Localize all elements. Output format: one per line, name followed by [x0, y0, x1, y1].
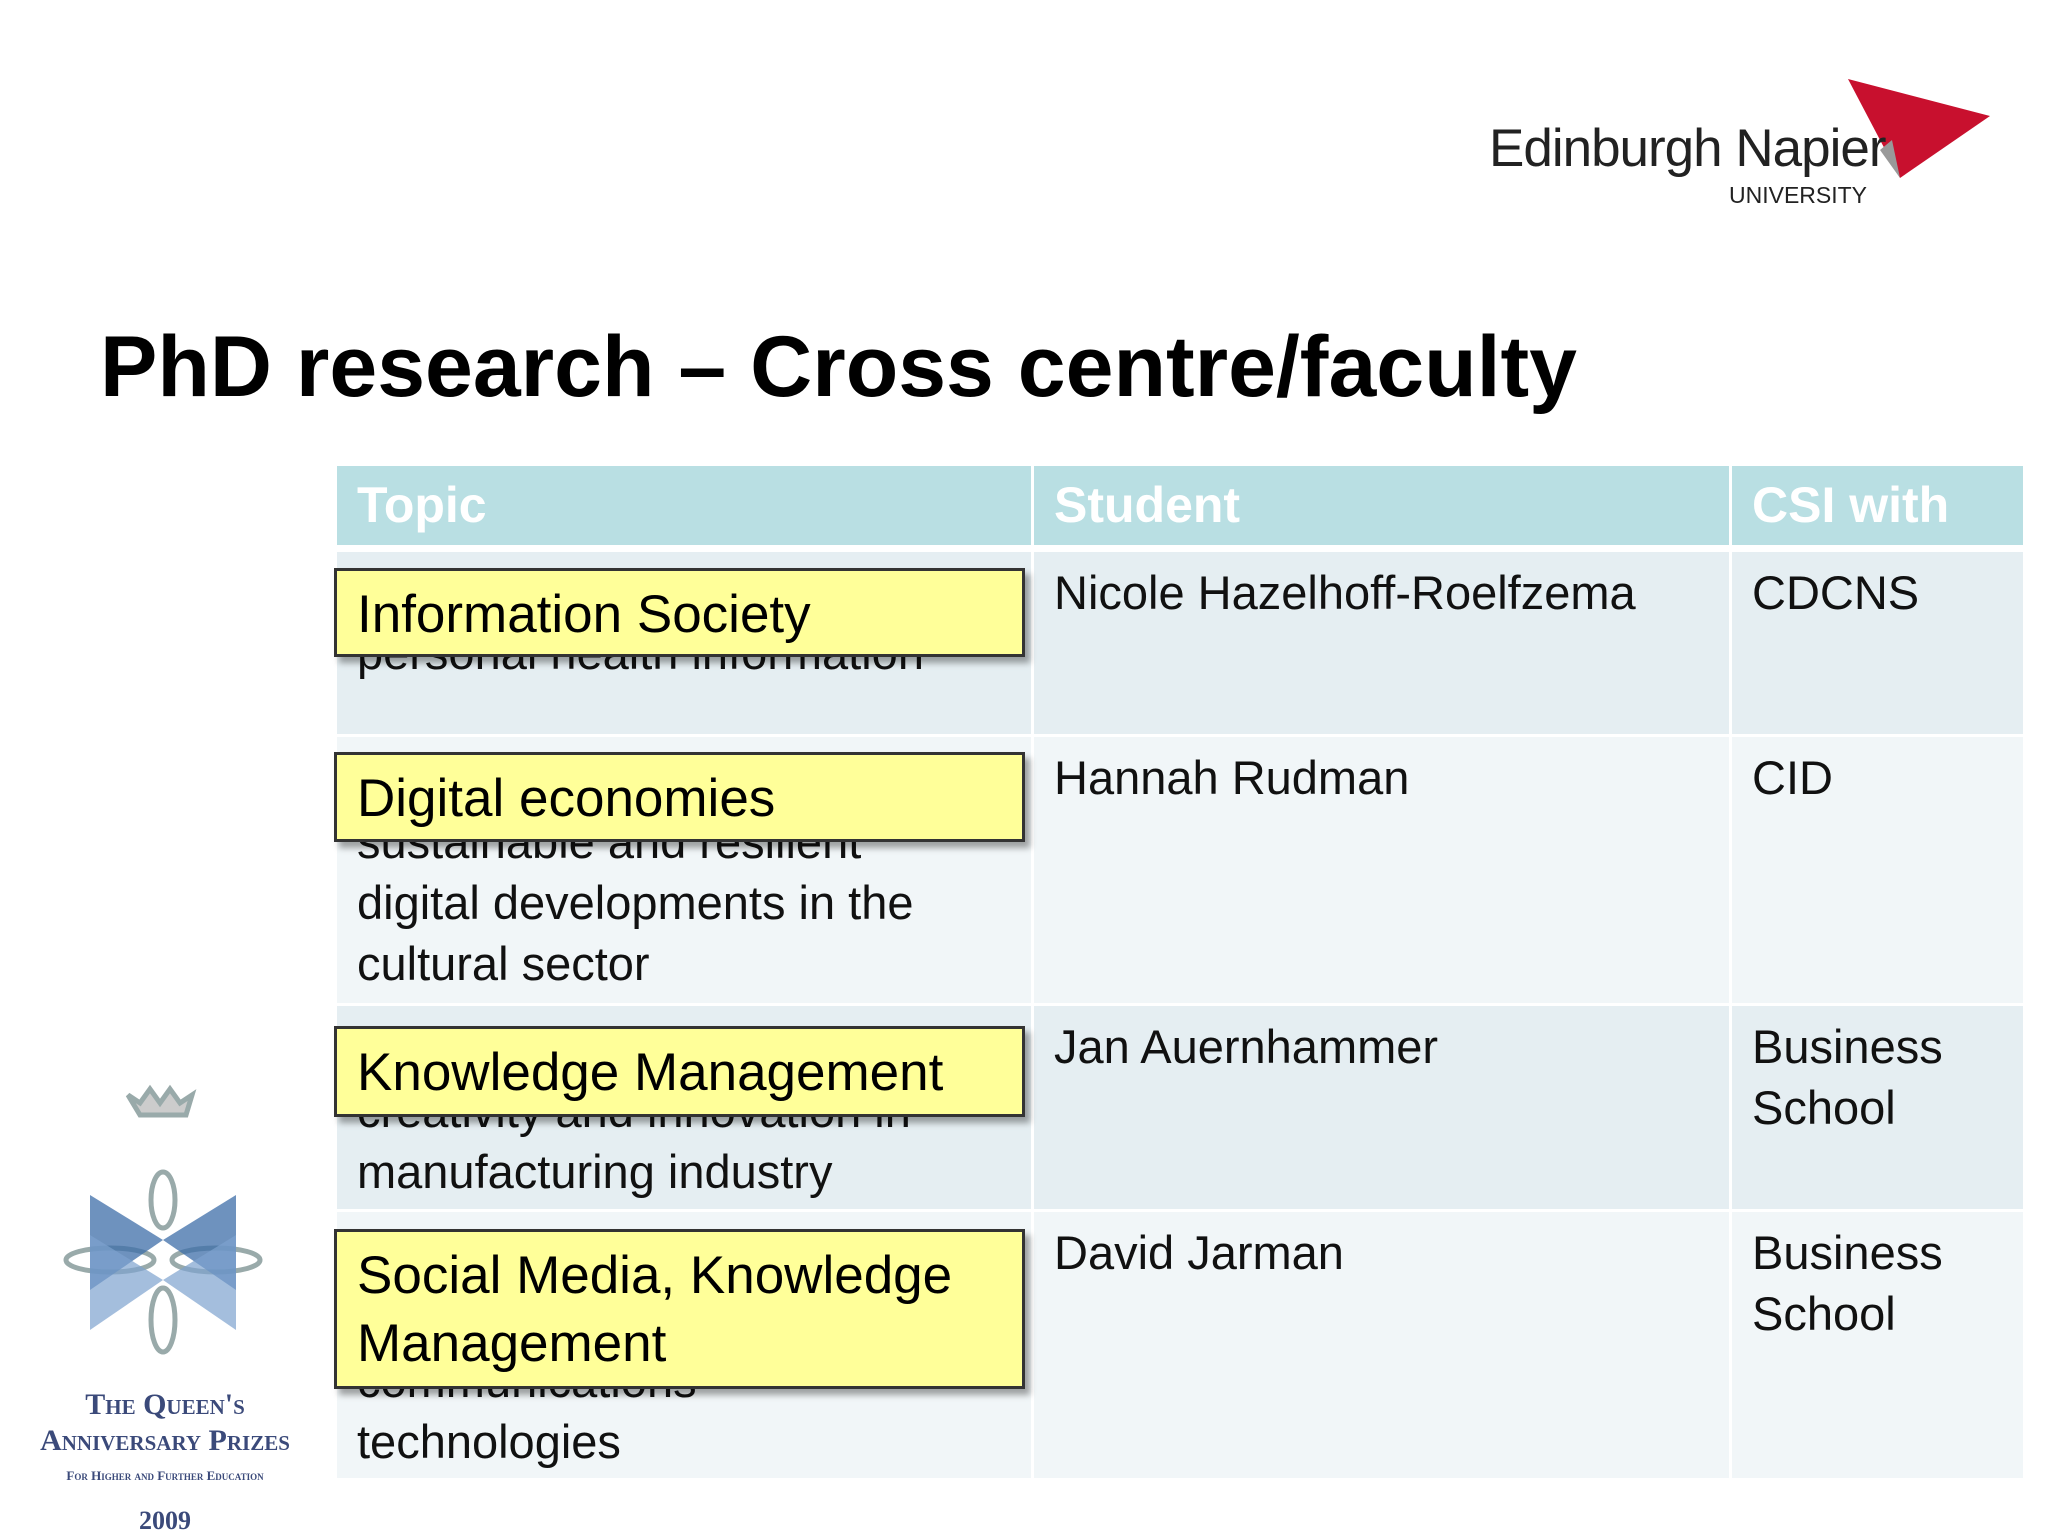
student-cell: Jan Auernhammer — [1034, 1006, 1729, 1209]
award-wing — [163, 1235, 236, 1330]
csi-cell: CDCNS — [1732, 552, 2023, 734]
award-line: The Queen's — [85, 1388, 245, 1421]
topic-line: manufacturing industry — [357, 1145, 833, 1198]
topic-label: Information Society — [334, 568, 1025, 657]
csi-line: Business — [1752, 1226, 1943, 1279]
award-line: For Higher and Further Education — [66, 1468, 264, 1483]
topic-label-line: Social Media, Knowledge — [357, 1246, 953, 1305]
csi-cell: CID — [1732, 737, 2023, 1003]
csi-line: Business — [1752, 1020, 1943, 1073]
topic-label-line: Knowledge Management — [357, 1043, 944, 1102]
csi-line: CID — [1752, 751, 1833, 804]
header-cell: Topic — [337, 466, 1031, 545]
slide-title: PhD research – Cross centre/faculty — [100, 319, 1577, 415]
student-cell: David Jarman — [1034, 1212, 1729, 1478]
logo-name: Edinburgh Napier — [1489, 119, 1886, 178]
logo-subtitle: UNIVERSITY — [1729, 182, 1868, 208]
topic-label: Digital economies — [334, 752, 1025, 842]
topic-line: digital developments in the — [357, 876, 914, 929]
student-line: David Jarman — [1054, 1226, 1344, 1279]
topic-line: cultural sector — [357, 937, 650, 990]
award-wing — [90, 1235, 163, 1330]
student-line: Jan Auernhammer — [1054, 1020, 1439, 1073]
header-text: Topic — [357, 477, 487, 533]
header-text: Student — [1054, 477, 1241, 533]
csi-line: School — [1752, 1287, 1896, 1340]
csi-line: School — [1752, 1081, 1896, 1134]
student-line: Hannah Rudman — [1054, 751, 1410, 804]
logo-shadow — [1880, 140, 1900, 178]
topic-label-line: Information Society — [357, 585, 811, 644]
csi-cell: Business School — [1732, 1006, 2023, 1209]
header-text: CSI with — [1752, 477, 1950, 533]
topic-label-line: Management — [357, 1314, 667, 1373]
logo-triangle — [1848, 79, 1990, 178]
topic-label-line: Digital economies — [357, 769, 776, 828]
topic-label: Social Media, Knowledge Management — [334, 1229, 1025, 1389]
student-cell: Hannah Rudman — [1034, 737, 1729, 1003]
topic-label: Knowledge Management — [334, 1026, 1025, 1117]
student-cell: Nicole Hazelhoff-Roelfzema — [1034, 552, 1729, 734]
award-line: Anniversary Prizes — [40, 1424, 290, 1457]
header-cell: Student — [1034, 466, 1729, 545]
student-line: Nicole Hazelhoff-Roelfzema — [1054, 566, 1636, 619]
topic-line: technologies — [357, 1415, 621, 1468]
award-line: 2009 — [139, 1506, 191, 1535]
csi-line: CDCNS — [1752, 566, 1920, 619]
header-cell: CSI with — [1732, 466, 2023, 545]
csi-cell: Business School — [1732, 1212, 2023, 1478]
